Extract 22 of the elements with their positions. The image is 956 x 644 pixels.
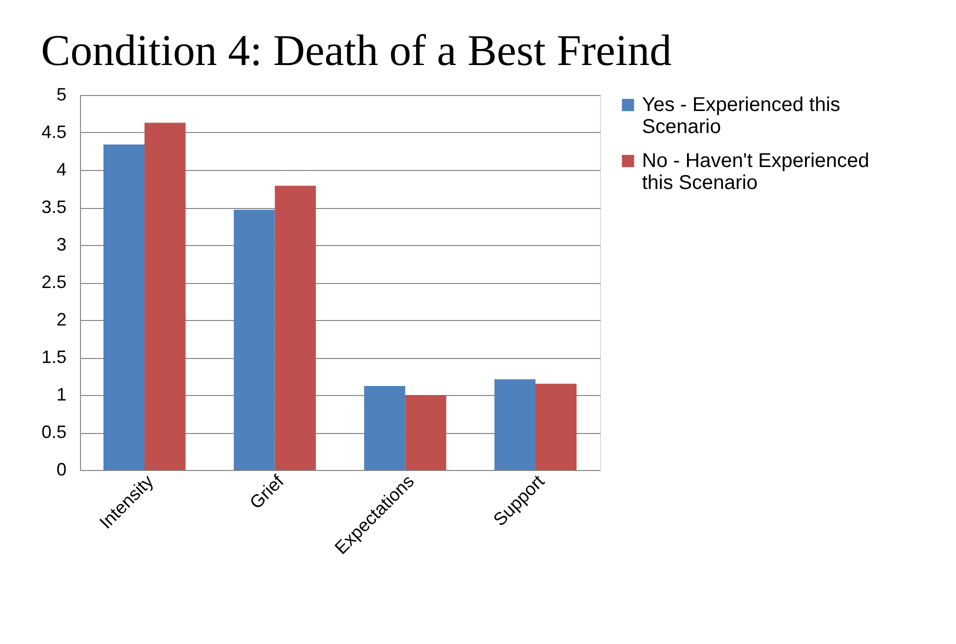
y-tick-label: 1 (56, 384, 66, 404)
bar (274, 186, 316, 470)
bar (364, 386, 406, 470)
y-tick-label: 1.5 (41, 347, 66, 367)
y-tick-label: 4.5 (41, 122, 66, 142)
bar (535, 384, 577, 470)
y-tick-label: 3 (56, 234, 66, 254)
y-tick-label: 0.5 (41, 422, 66, 442)
y-tick-label: 2.5 (41, 272, 66, 292)
y-tick-label: 0 (56, 460, 66, 480)
y-tick-label: 3.5 (41, 197, 66, 217)
legend-label: Yes - Experienced this Scenario (642, 94, 840, 138)
chart-title: Condition 4: Death of a Best Freind (40, 26, 672, 75)
legend-label: No - Haven't Experienced this Scenario (642, 150, 870, 194)
bar (494, 379, 536, 470)
bar (234, 210, 275, 470)
y-tick-label: 2 (56, 310, 66, 330)
y-tick-label: 5 (56, 84, 66, 104)
y-tick-label: 4 (56, 160, 66, 180)
bar (103, 144, 145, 470)
bar (144, 122, 186, 470)
bar (405, 395, 446, 470)
